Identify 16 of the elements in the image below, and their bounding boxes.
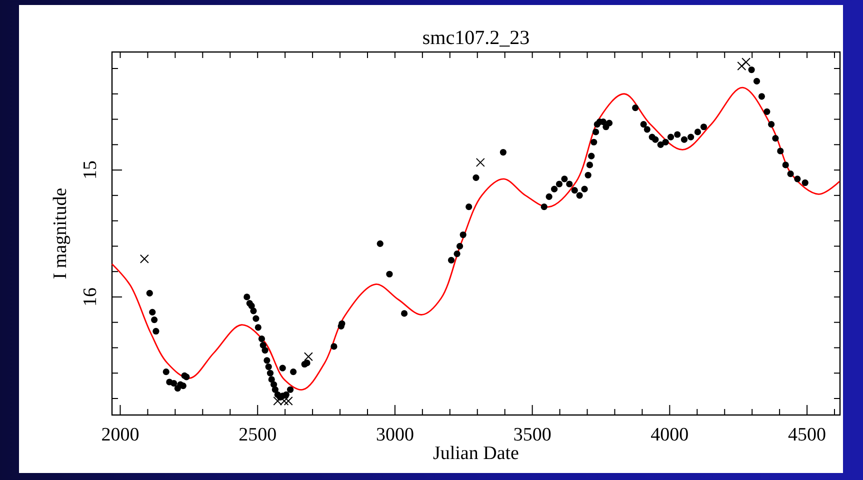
y-axis-title: I magnitude [50,188,71,280]
x-tick-label: 2000 [101,424,140,446]
x-tick-label: 4000 [650,424,689,446]
x-tick-label: 3500 [513,424,552,446]
chart-title: smc107.2_23 [422,27,530,49]
y-tick-label: 15 [80,160,101,180]
point [140,254,149,264]
point [476,158,485,167]
x-tick-label: 2500 [238,424,277,446]
point [737,61,746,70]
point [304,352,313,362]
x-tick-label: 3000 [376,424,414,446]
y-tick-label: 16 [80,287,101,306]
line-series [111,86,840,390]
x-axis-title: Julian Date [432,443,520,464]
x-tick-label: 4500 [788,424,826,446]
